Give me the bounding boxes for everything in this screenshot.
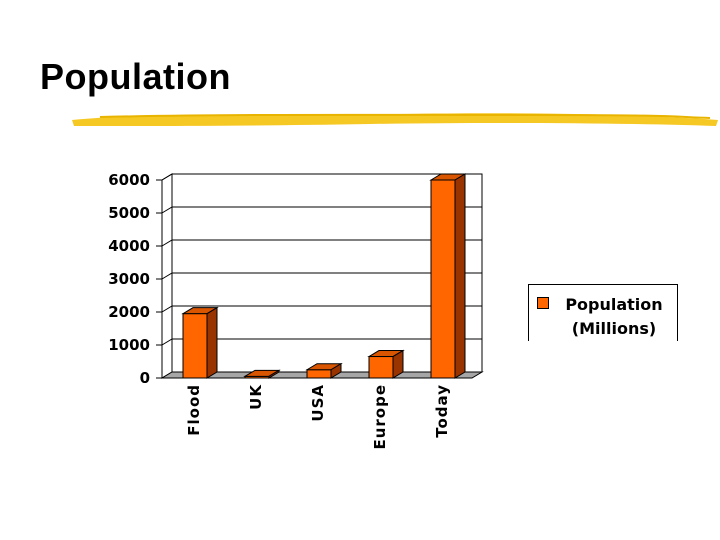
gridline bbox=[161, 173, 482, 181]
y-tick-label: 0 bbox=[140, 369, 150, 387]
y-tick-label: 6000 bbox=[108, 171, 150, 189]
bar-side bbox=[268, 369, 280, 379]
bar-front bbox=[368, 356, 394, 379]
bar-front bbox=[306, 369, 332, 379]
legend-label-line1: Population bbox=[565, 295, 663, 314]
bar bbox=[181, 306, 219, 379]
x-tick-label: USA bbox=[309, 384, 327, 422]
gridline bbox=[161, 206, 482, 214]
bar bbox=[305, 362, 343, 379]
gridline bbox=[161, 338, 482, 346]
bars bbox=[181, 173, 467, 379]
legend-swatch bbox=[537, 297, 549, 309]
x-axis-labels: Flood UK USA Europe Today bbox=[185, 384, 451, 450]
x-tick-label: Europe bbox=[371, 384, 389, 450]
bar-side bbox=[392, 349, 404, 379]
chart-legend: Population (Millions) bbox=[528, 284, 678, 341]
y-tick-label: 3000 bbox=[108, 270, 150, 288]
x-tick-label: UK bbox=[247, 384, 265, 410]
bar-side bbox=[454, 173, 466, 379]
bar bbox=[367, 349, 405, 379]
y-tick-label: 2000 bbox=[108, 303, 150, 321]
chart-axes bbox=[156, 179, 163, 379]
y-tick-label: 1000 bbox=[108, 336, 150, 354]
bar-side bbox=[330, 362, 342, 379]
bar bbox=[243, 369, 281, 379]
title-underline-brush bbox=[72, 113, 718, 126]
gridline bbox=[161, 272, 482, 280]
gridline bbox=[161, 239, 482, 247]
bar-side bbox=[206, 306, 218, 379]
legend-label-line2: (Millions) bbox=[571, 319, 657, 338]
bar-front bbox=[182, 313, 208, 379]
y-tick-label: 4000 bbox=[108, 237, 150, 255]
x-tick-label: Flood bbox=[185, 384, 203, 436]
gridline bbox=[161, 305, 482, 313]
bar bbox=[429, 173, 467, 379]
x-tick-label: Today bbox=[433, 384, 451, 438]
y-axis-ticks: 0 1000 2000 3000 4000 5000 6000 bbox=[108, 171, 150, 387]
slide-title: Population bbox=[40, 56, 231, 97]
y-tick-label: 5000 bbox=[108, 204, 150, 222]
bar-front bbox=[430, 179, 456, 379]
